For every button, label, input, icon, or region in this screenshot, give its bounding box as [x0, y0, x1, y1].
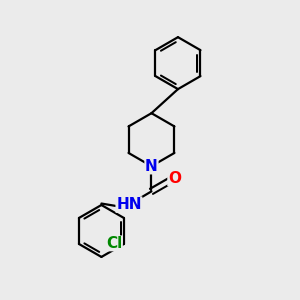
Text: Cl: Cl	[106, 236, 122, 251]
Text: N: N	[145, 159, 158, 174]
Text: HN: HN	[116, 197, 142, 212]
Text: O: O	[168, 171, 181, 186]
